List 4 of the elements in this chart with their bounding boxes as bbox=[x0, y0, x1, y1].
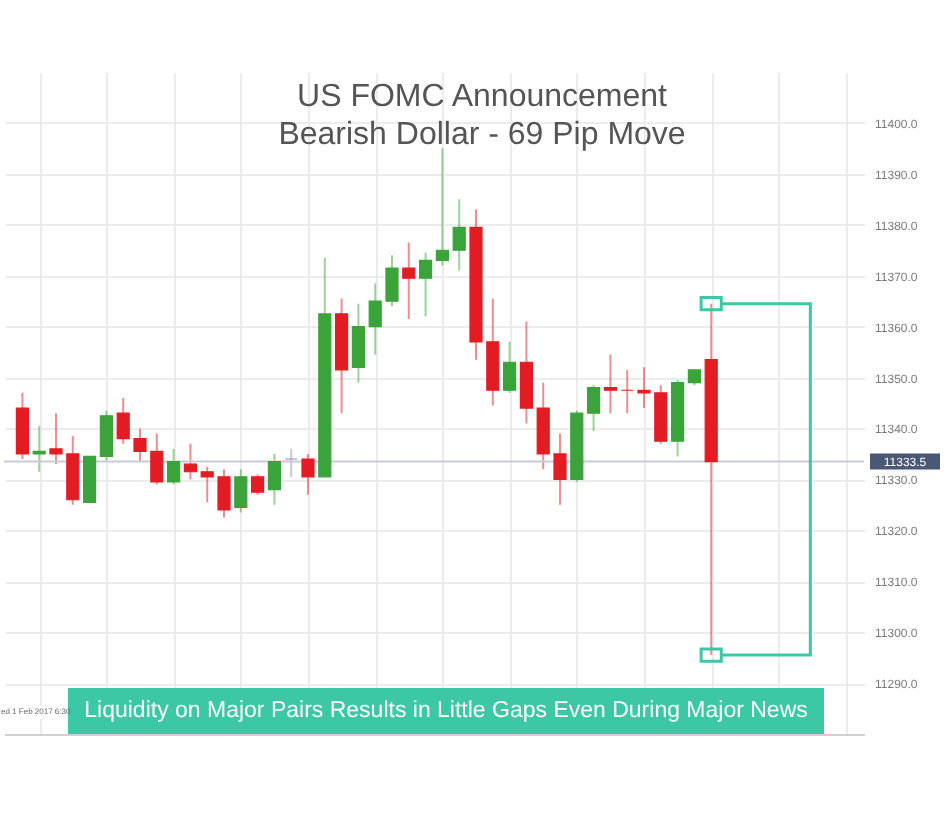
candlestick bbox=[83, 455, 97, 503]
text: Bearish Dollar - 69 Pip Move bbox=[278, 118, 686, 152]
annotation: Liquidity on Major Pairs Results in Little Gaps Even During Major News bbox=[84, 699, 809, 723]
chart-title: US FOMC Announcement bbox=[297, 80, 669, 114]
